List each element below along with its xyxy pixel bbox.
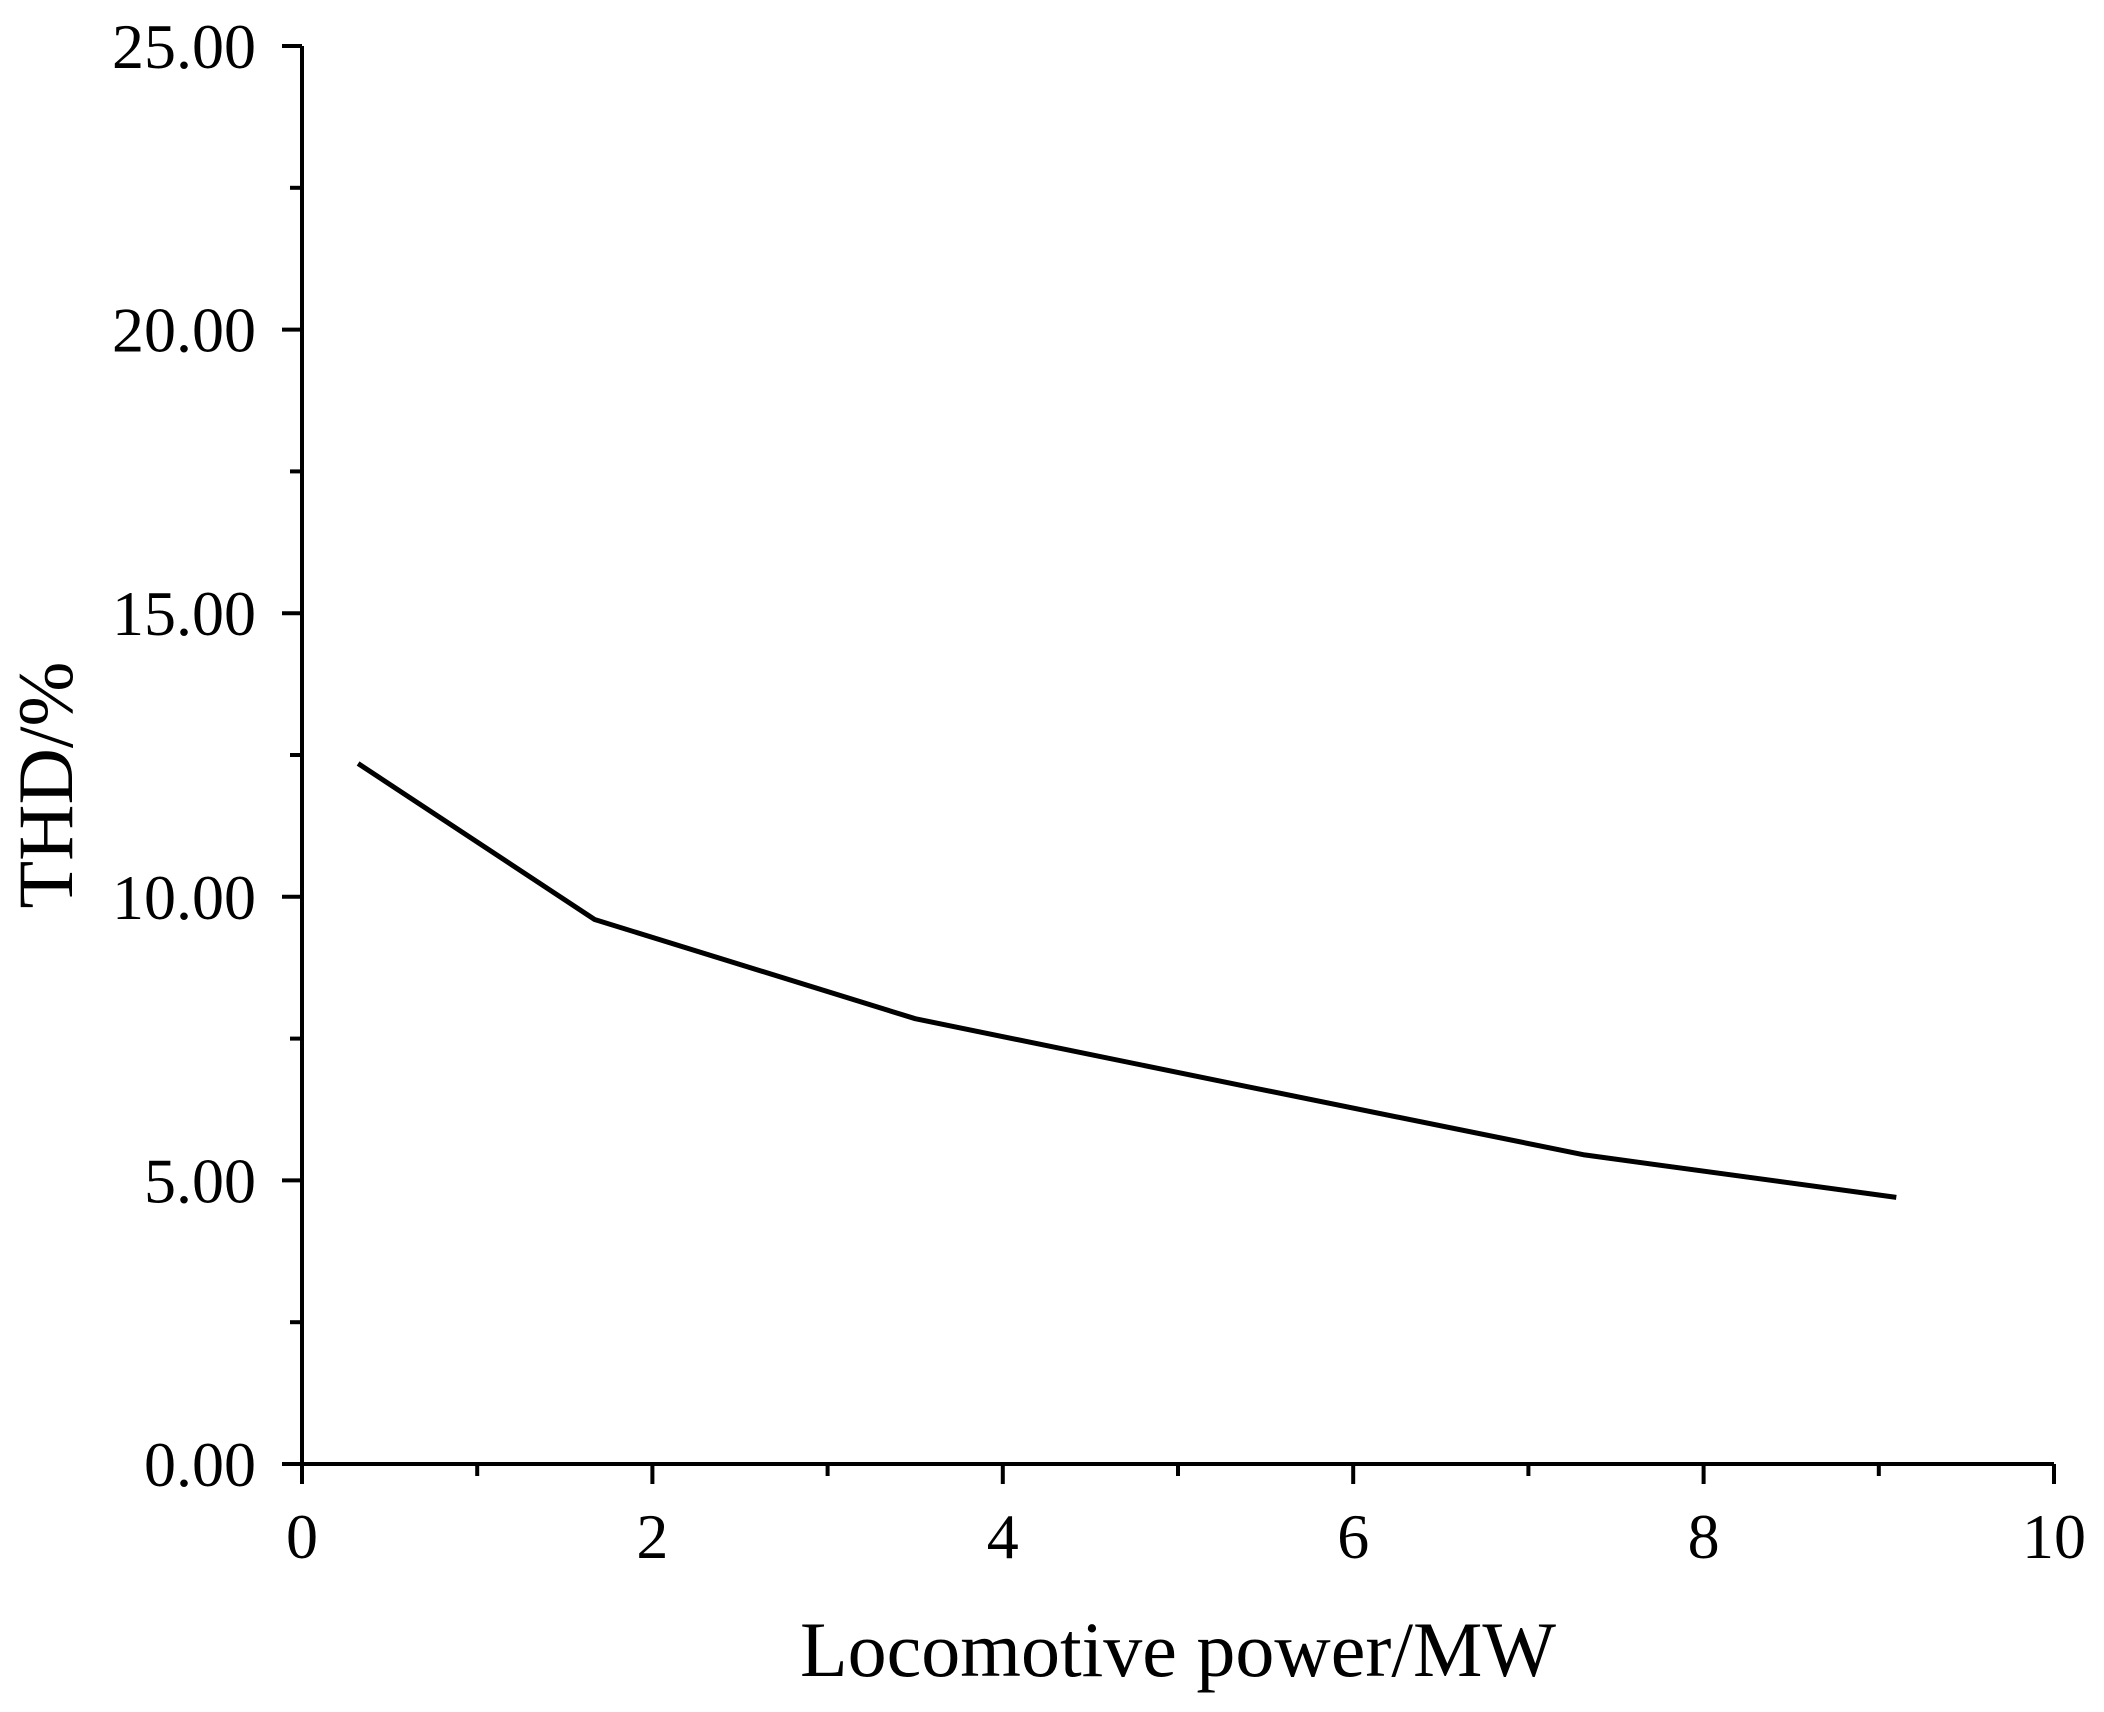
plot-series [356,761,1897,1200]
x-tick-label: 2 [636,1501,668,1572]
y-tick-label: 20.00 [112,295,256,366]
y-tick-label: 0.00 [144,1429,256,1500]
y-axis-title: THD/% [2,662,89,909]
x-tick-label: 4 [987,1501,1019,1572]
x-tick-label: 0 [286,1501,318,1572]
y-tick-label: 10.00 [112,862,256,933]
y-tick-label: 25.00 [112,11,256,82]
x-axis-ticks: 0 2 4 6 8 10 [286,1464,2086,1572]
thd-series-line [356,761,1897,1200]
y-tick-label: 15.00 [112,578,256,649]
axes-frame [300,46,2054,1466]
x-tick-label: 6 [1337,1501,1369,1572]
x-axis-title: Locomotive power/MW [800,1606,1556,1693]
x-tick-label: 8 [1688,1501,1720,1572]
y-axis-ticks: 0.00 5.00 10.00 15.00 20.00 25.00 [112,11,302,1500]
x-tick-label: 10 [2022,1501,2086,1572]
y-tick-label: 5.00 [144,1145,256,1216]
